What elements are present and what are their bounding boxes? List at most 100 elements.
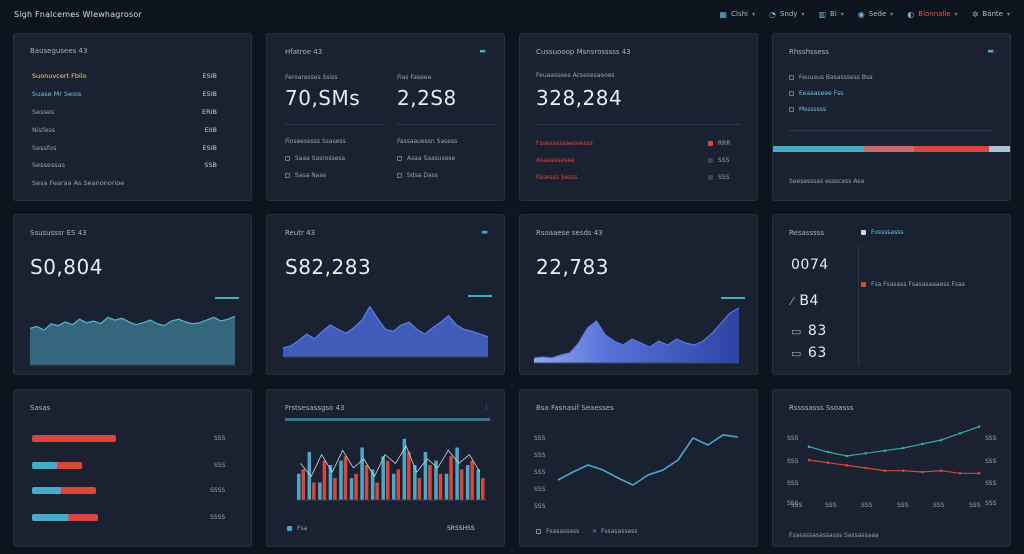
- y-tick: SSS: [534, 486, 546, 493]
- list-value: SSS: [708, 157, 729, 164]
- area-fill: [283, 306, 488, 357]
- legend-item: ✕ Fssasassess: [592, 528, 638, 535]
- status-dot-icon: [708, 158, 713, 163]
- list-item[interactable]: Sesses ERIB: [32, 108, 217, 116]
- bar-red: [375, 482, 379, 500]
- list-item[interactable]: Eeaaaseee Fss: [789, 90, 843, 97]
- data-point: [864, 452, 867, 455]
- more-icon[interactable]: ▬: [479, 47, 486, 55]
- card-hbars: Sasas SSS SSS SSSS SSSS: [13, 389, 252, 547]
- card-footer: Seesesssas essscess Asa: [789, 178, 865, 185]
- area-line: [282, 305, 489, 349]
- bar-teal: [455, 447, 459, 500]
- bar-red: [449, 456, 453, 500]
- top-button-notifications[interactable]: ◔ Sndy ▾: [769, 9, 805, 19]
- square-icon: [789, 75, 794, 80]
- bar-red: [428, 465, 432, 500]
- list-item[interactable]: Sdsa Dass: [397, 172, 438, 179]
- chart-icon: ▥: [818, 9, 827, 19]
- data-point: [939, 469, 943, 472]
- divider: [285, 124, 383, 125]
- more-icon[interactable]: ▬: [481, 228, 488, 236]
- list-item[interactable]: Saaa Sasrossesa: [285, 155, 345, 162]
- card-footer: Fsasassasassasss Sassassaaa: [789, 532, 879, 539]
- metric-value: 70,SMs: [285, 86, 361, 110]
- card-progress-strip: Rhsshssess ▬ Feuuaus Basasssess Bsa Eeaa…: [772, 33, 1011, 201]
- top-button-grid[interactable]: ▦ Clshi ▾: [719, 9, 755, 19]
- line-chart-1: [557, 434, 739, 486]
- chevron-down-icon: ▾: [890, 10, 894, 18]
- progress-segment-light: [989, 146, 1010, 152]
- y-tick: SSS: [534, 452, 546, 459]
- chevron-down-icon: ▾: [954, 10, 958, 18]
- top-button-settings[interactable]: ✲ Bante ▾: [971, 9, 1010, 19]
- bar-teal: [318, 482, 322, 500]
- list-item[interactable]: Sessfos ESIB: [32, 144, 217, 152]
- bar-teal: [434, 460, 438, 500]
- bar-red: [417, 478, 422, 500]
- line-chart-2: [807, 425, 981, 475]
- legend-swatch: [861, 282, 866, 287]
- chart-header-bar: [285, 418, 490, 421]
- column-chart: [297, 438, 487, 501]
- list-item[interactable]: Fioseesesss Ssasess: [285, 138, 346, 145]
- metric-value: 328,284: [536, 86, 623, 110]
- square-icon: [285, 156, 290, 161]
- bar-red: [407, 451, 411, 500]
- bar-red: [343, 456, 348, 500]
- top-button-alerts[interactable]: ◐ Blonnalle ▾: [907, 9, 958, 19]
- list-item[interactable]: Feuuaus Basasssess Bsa: [789, 74, 873, 81]
- list-item[interactable]: Sasa Naas: [285, 172, 326, 179]
- hbar-value: SSSS: [210, 487, 226, 494]
- top-button-user[interactable]: ◉ Sede ▾: [857, 9, 894, 19]
- x-tick: SSS: [933, 502, 945, 509]
- more-icon[interactable]: ▬: [987, 47, 994, 55]
- legend-line: [468, 295, 492, 297]
- y-tick-right: SSS: [985, 500, 997, 507]
- data-point: [977, 425, 981, 428]
- bar-teal: [328, 465, 333, 500]
- list-item[interactable]: Suonuvcert Fbilo ESIB: [32, 72, 217, 80]
- status-dot-icon: [708, 141, 713, 146]
- square-icon: [285, 173, 290, 178]
- metric-value: ⁄ B4: [791, 293, 819, 309]
- card-title: Hfatroe 43: [285, 48, 323, 56]
- line-series-teal: [808, 426, 980, 457]
- more-icon[interactable]: ⋮: [483, 403, 490, 411]
- list-item[interactable]: Nisfess EIIB: [32, 126, 217, 134]
- bar-red: [312, 482, 316, 500]
- grid-icon: ▦: [719, 9, 728, 19]
- list-item[interactable]: Asaa Saasusese: [397, 155, 455, 162]
- line-series: [557, 434, 739, 486]
- progress-segment-red: [914, 146, 989, 152]
- bar-teal: [349, 478, 354, 500]
- list-item[interactable]: Fassaauessn Sasess: [397, 138, 458, 145]
- vertical-divider: [858, 245, 859, 365]
- user-icon: ◉: [857, 9, 865, 19]
- list-item[interactable]: Fssessessaeseesss: [536, 140, 593, 147]
- hbar: [32, 435, 116, 442]
- top-button-chart[interactable]: ▥ Bl ▾: [818, 9, 844, 19]
- list-item[interactable]: Suase Mr Seois ESIB: [32, 90, 217, 98]
- legend-item: Fsa: [287, 525, 307, 532]
- bar-red: [333, 478, 337, 500]
- progress-strip: [773, 146, 1010, 152]
- edit-icon: ⁄: [791, 295, 794, 308]
- area-fill: [534, 308, 739, 363]
- x-tick: SSS: [825, 502, 837, 509]
- hbar: [32, 487, 96, 494]
- area-line: [533, 307, 740, 359]
- list-item[interactable]: Asaaassesee: [536, 157, 575, 164]
- hbar-value: SSSS: [210, 514, 226, 521]
- data-point: [883, 469, 886, 472]
- data-point: [845, 454, 849, 458]
- bar-teal: [444, 473, 449, 500]
- progress-segment-pink: [864, 146, 914, 152]
- y-tick: SSS: [534, 503, 546, 510]
- list-item[interactable]: Sessessas SSB: [32, 161, 217, 169]
- hbar-value: SSS: [214, 462, 226, 469]
- list-item[interactable]: Fasesss Sesss: [536, 174, 578, 181]
- list-item[interactable]: Msssssss: [789, 106, 826, 113]
- area-fill: [30, 316, 235, 365]
- square-icon: [397, 173, 402, 178]
